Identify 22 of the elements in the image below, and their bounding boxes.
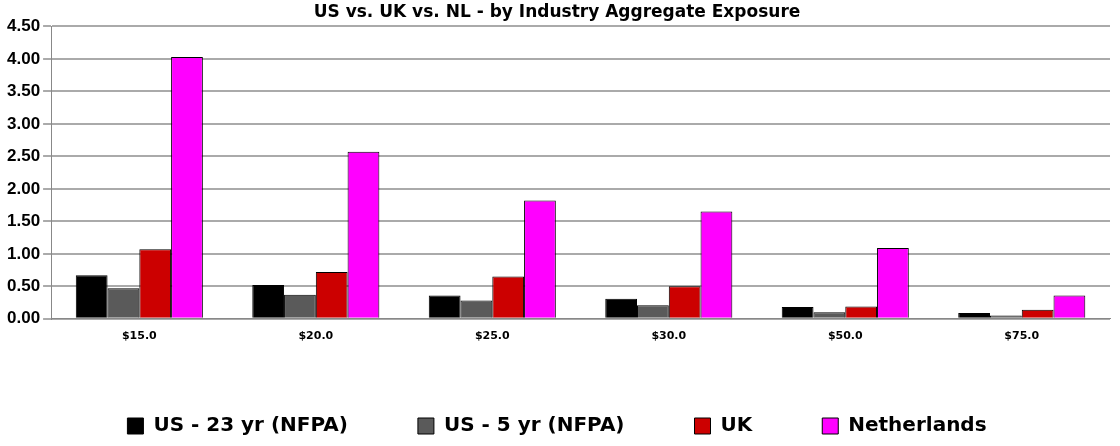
x-tick-label: $50.0 — [827, 329, 864, 343]
legend-label: US - 23 yr (NFPA) — [153, 412, 348, 437]
y-tick-label: 3.50 — [6, 81, 41, 101]
y-tick-label: 3.00 — [6, 113, 41, 133]
x-tick-label: $20.0 — [298, 329, 334, 343]
y-tick-label: 1.00 — [6, 243, 41, 263]
y-tick-label: 1.50 — [6, 211, 41, 231]
x-tick-label: $30.0 — [651, 329, 687, 343]
legend-label: US - 5 yr (NFPA) — [443, 412, 625, 437]
y-tick-label: 0.50 — [6, 276, 41, 295]
y-tick-label: 4.00 — [6, 48, 41, 68]
legend-label: Netherlands — [848, 412, 987, 437]
x-tick-label: $15.0 — [121, 329, 158, 343]
legend-label: UK — [720, 412, 754, 437]
y-tick-label: 2.50 — [6, 146, 41, 166]
x-tick-label: $25.0 — [474, 329, 511, 343]
x-tick-label: $75.0 — [1004, 329, 1040, 343]
y-tick-label: 4.50 — [6, 16, 41, 36]
chart-title: US vs. UK vs. NL - by Industry Aggregate Exposure — [313, 0, 801, 21]
y-tick-label: 2.00 — [6, 178, 41, 198]
y-tick-label: 0.00 — [6, 308, 41, 328]
bar — [605, 298, 638, 318]
